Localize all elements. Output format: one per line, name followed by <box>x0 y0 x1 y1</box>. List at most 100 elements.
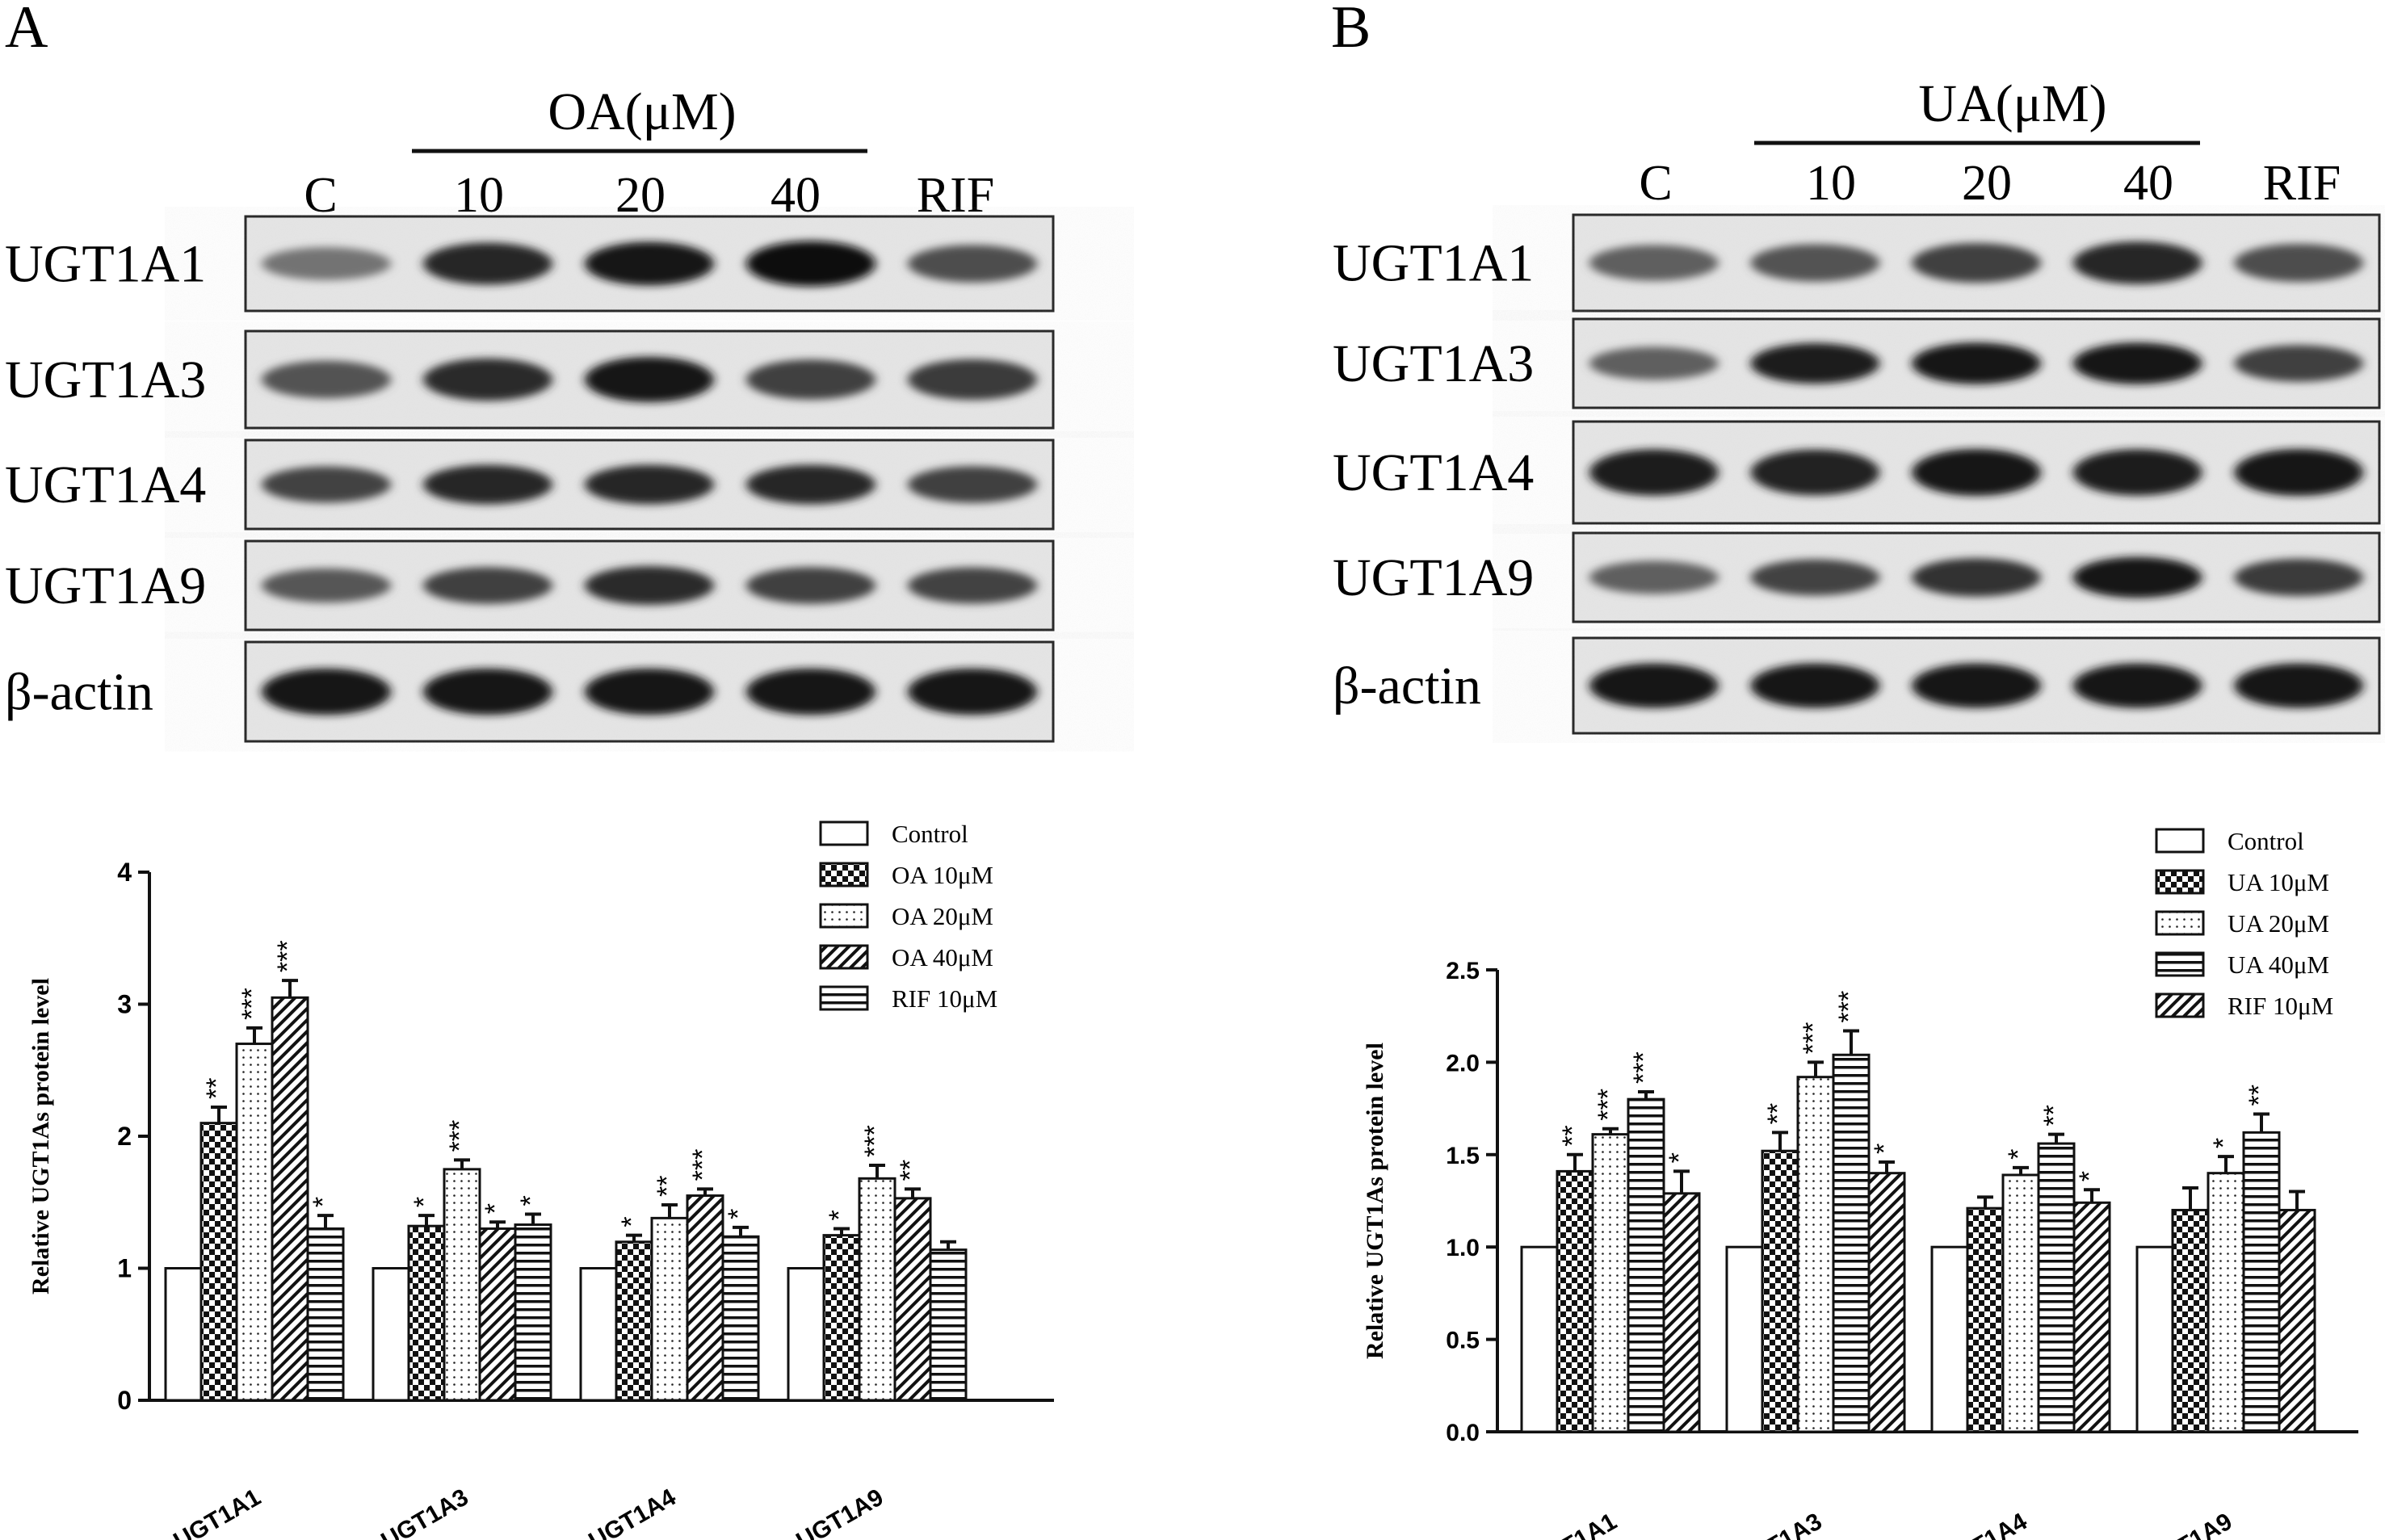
blot-protein-label: β-actin <box>1333 657 1481 715</box>
legend-swatch <box>2155 828 2205 854</box>
legend-swatch <box>819 862 869 887</box>
blot-band <box>2234 243 2364 283</box>
bar <box>1930 1245 1969 1433</box>
blot-row: β-actin <box>5 640 1055 743</box>
significance-label: ** <box>1762 1103 1793 1124</box>
blot-band <box>2072 241 2202 284</box>
bar <box>615 1240 653 1402</box>
bar <box>2135 1245 2174 1433</box>
category-label: UGT1A4 <box>1935 1508 2031 1540</box>
legend-swatch <box>2155 910 2205 936</box>
bar <box>443 1168 481 1402</box>
blot-band <box>746 567 875 604</box>
lane-label: 40 <box>2123 156 2173 211</box>
bar <box>686 1194 724 1402</box>
legend-swatch <box>2155 951 2205 977</box>
blot-protein-label: β-actin <box>5 663 153 722</box>
category-label: UGT1A9 <box>792 1483 888 1540</box>
blot-band <box>908 668 1037 715</box>
blot-band <box>585 668 714 715</box>
blot-band <box>2234 345 2364 382</box>
blot-band <box>1912 448 2041 497</box>
bar <box>721 1235 760 1402</box>
legend-swatch <box>819 903 869 929</box>
blot-row: UGT1A9 <box>5 539 1055 632</box>
significance-label: ** <box>2039 1105 2069 1126</box>
bar <box>579 1267 618 1402</box>
significance-label: * <box>723 1209 754 1219</box>
blot-band <box>746 359 875 400</box>
bar <box>929 1248 968 1402</box>
bar-chart-panel-b: 0.0 0.5 1.0 1.5 2.0 2.5 Relative UGT1As protei… <box>1362 827 2358 1540</box>
blot-band <box>1912 663 2041 708</box>
bar <box>858 1177 896 1402</box>
blot-band <box>1589 663 1719 708</box>
blot-band <box>1750 244 1880 282</box>
legend-label: OA 20μM <box>892 902 993 930</box>
legend-label: OA 40μM <box>892 943 993 971</box>
blot-protein-label: UGT1A1 <box>1333 234 1534 293</box>
significance-label: *** <box>1798 1022 1829 1055</box>
blot-band <box>2234 558 2364 597</box>
western-blot-panel-b: C 10 20 40 RIF UGT1A1 UGT1A3 UGT1A4 UGT1A9 β-acti… <box>1333 156 2381 735</box>
panel-a-letter: A <box>5 0 48 61</box>
y-tick-label: 3 <box>117 990 132 1019</box>
blot-band <box>746 241 875 287</box>
blot-band <box>423 668 552 715</box>
bar <box>2001 1173 2040 1433</box>
blot-row: UGT1A1 <box>5 215 1055 313</box>
significance-label: ** <box>895 1160 926 1181</box>
y-axis-label: Relative UGT1As protein level <box>27 978 54 1295</box>
blot-band <box>262 568 391 603</box>
y-tick-label: 2 <box>117 1122 132 1151</box>
blot-band <box>1750 342 1880 384</box>
panel-a-treatment-label: OA(μM) <box>548 82 736 141</box>
blot-band <box>1589 245 1719 281</box>
blot-band <box>2234 448 2364 497</box>
blot-band <box>423 567 552 604</box>
blot-row: UGT1A4 <box>1333 420 2381 525</box>
bar <box>514 1223 552 1402</box>
bar <box>2072 1201 2111 1433</box>
blot-row: β-actin <box>1333 636 2381 735</box>
significance-label: ** <box>201 1078 232 1099</box>
blot-band <box>908 359 1037 401</box>
bar <box>650 1216 689 1402</box>
blot-band <box>908 466 1037 503</box>
bar <box>2171 1208 2210 1433</box>
bar <box>1556 1169 1594 1433</box>
y-tick-label: 4 <box>117 858 132 887</box>
blot-band <box>2072 342 2202 384</box>
y-tick-label: 1.5 <box>1446 1143 1480 1169</box>
significance-label: *** <box>1628 1051 1659 1084</box>
category-label: UGT1A3 <box>1730 1508 1826 1540</box>
bar <box>164 1267 203 1402</box>
blot-protein-label: UGT1A4 <box>1333 443 1534 502</box>
bar <box>271 996 309 1402</box>
bar <box>372 1267 410 1402</box>
blot-band <box>908 567 1037 604</box>
significance-label: *** <box>237 988 267 1020</box>
significance-label: * <box>409 1197 439 1207</box>
significance-label: *** <box>444 1120 475 1152</box>
significance-label: *** <box>859 1125 890 1157</box>
legend-label: UA 10μM <box>2228 868 2329 896</box>
blot-band <box>2072 663 2202 708</box>
y-tick-label: 1.0 <box>1446 1235 1480 1261</box>
bar <box>2278 1208 2316 1433</box>
blot-protein-label: UGT1A1 <box>5 235 206 294</box>
blot-protein-label: UGT1A9 <box>5 556 206 615</box>
significance-label: * <box>2003 1149 2034 1160</box>
blot-band <box>423 464 552 505</box>
category-label: UGT1A1 <box>1525 1508 1621 1540</box>
significance-label: ** <box>1557 1125 1588 1146</box>
y-tick-label: 0.5 <box>1446 1328 1480 1354</box>
blot-band <box>1912 558 2041 597</box>
bar <box>1662 1192 1701 1433</box>
category-label: UGT1A1 <box>169 1483 265 1540</box>
blot-band <box>1589 346 1719 380</box>
lane-label: 20 <box>615 168 666 223</box>
significance-label: * <box>1664 1152 1694 1163</box>
